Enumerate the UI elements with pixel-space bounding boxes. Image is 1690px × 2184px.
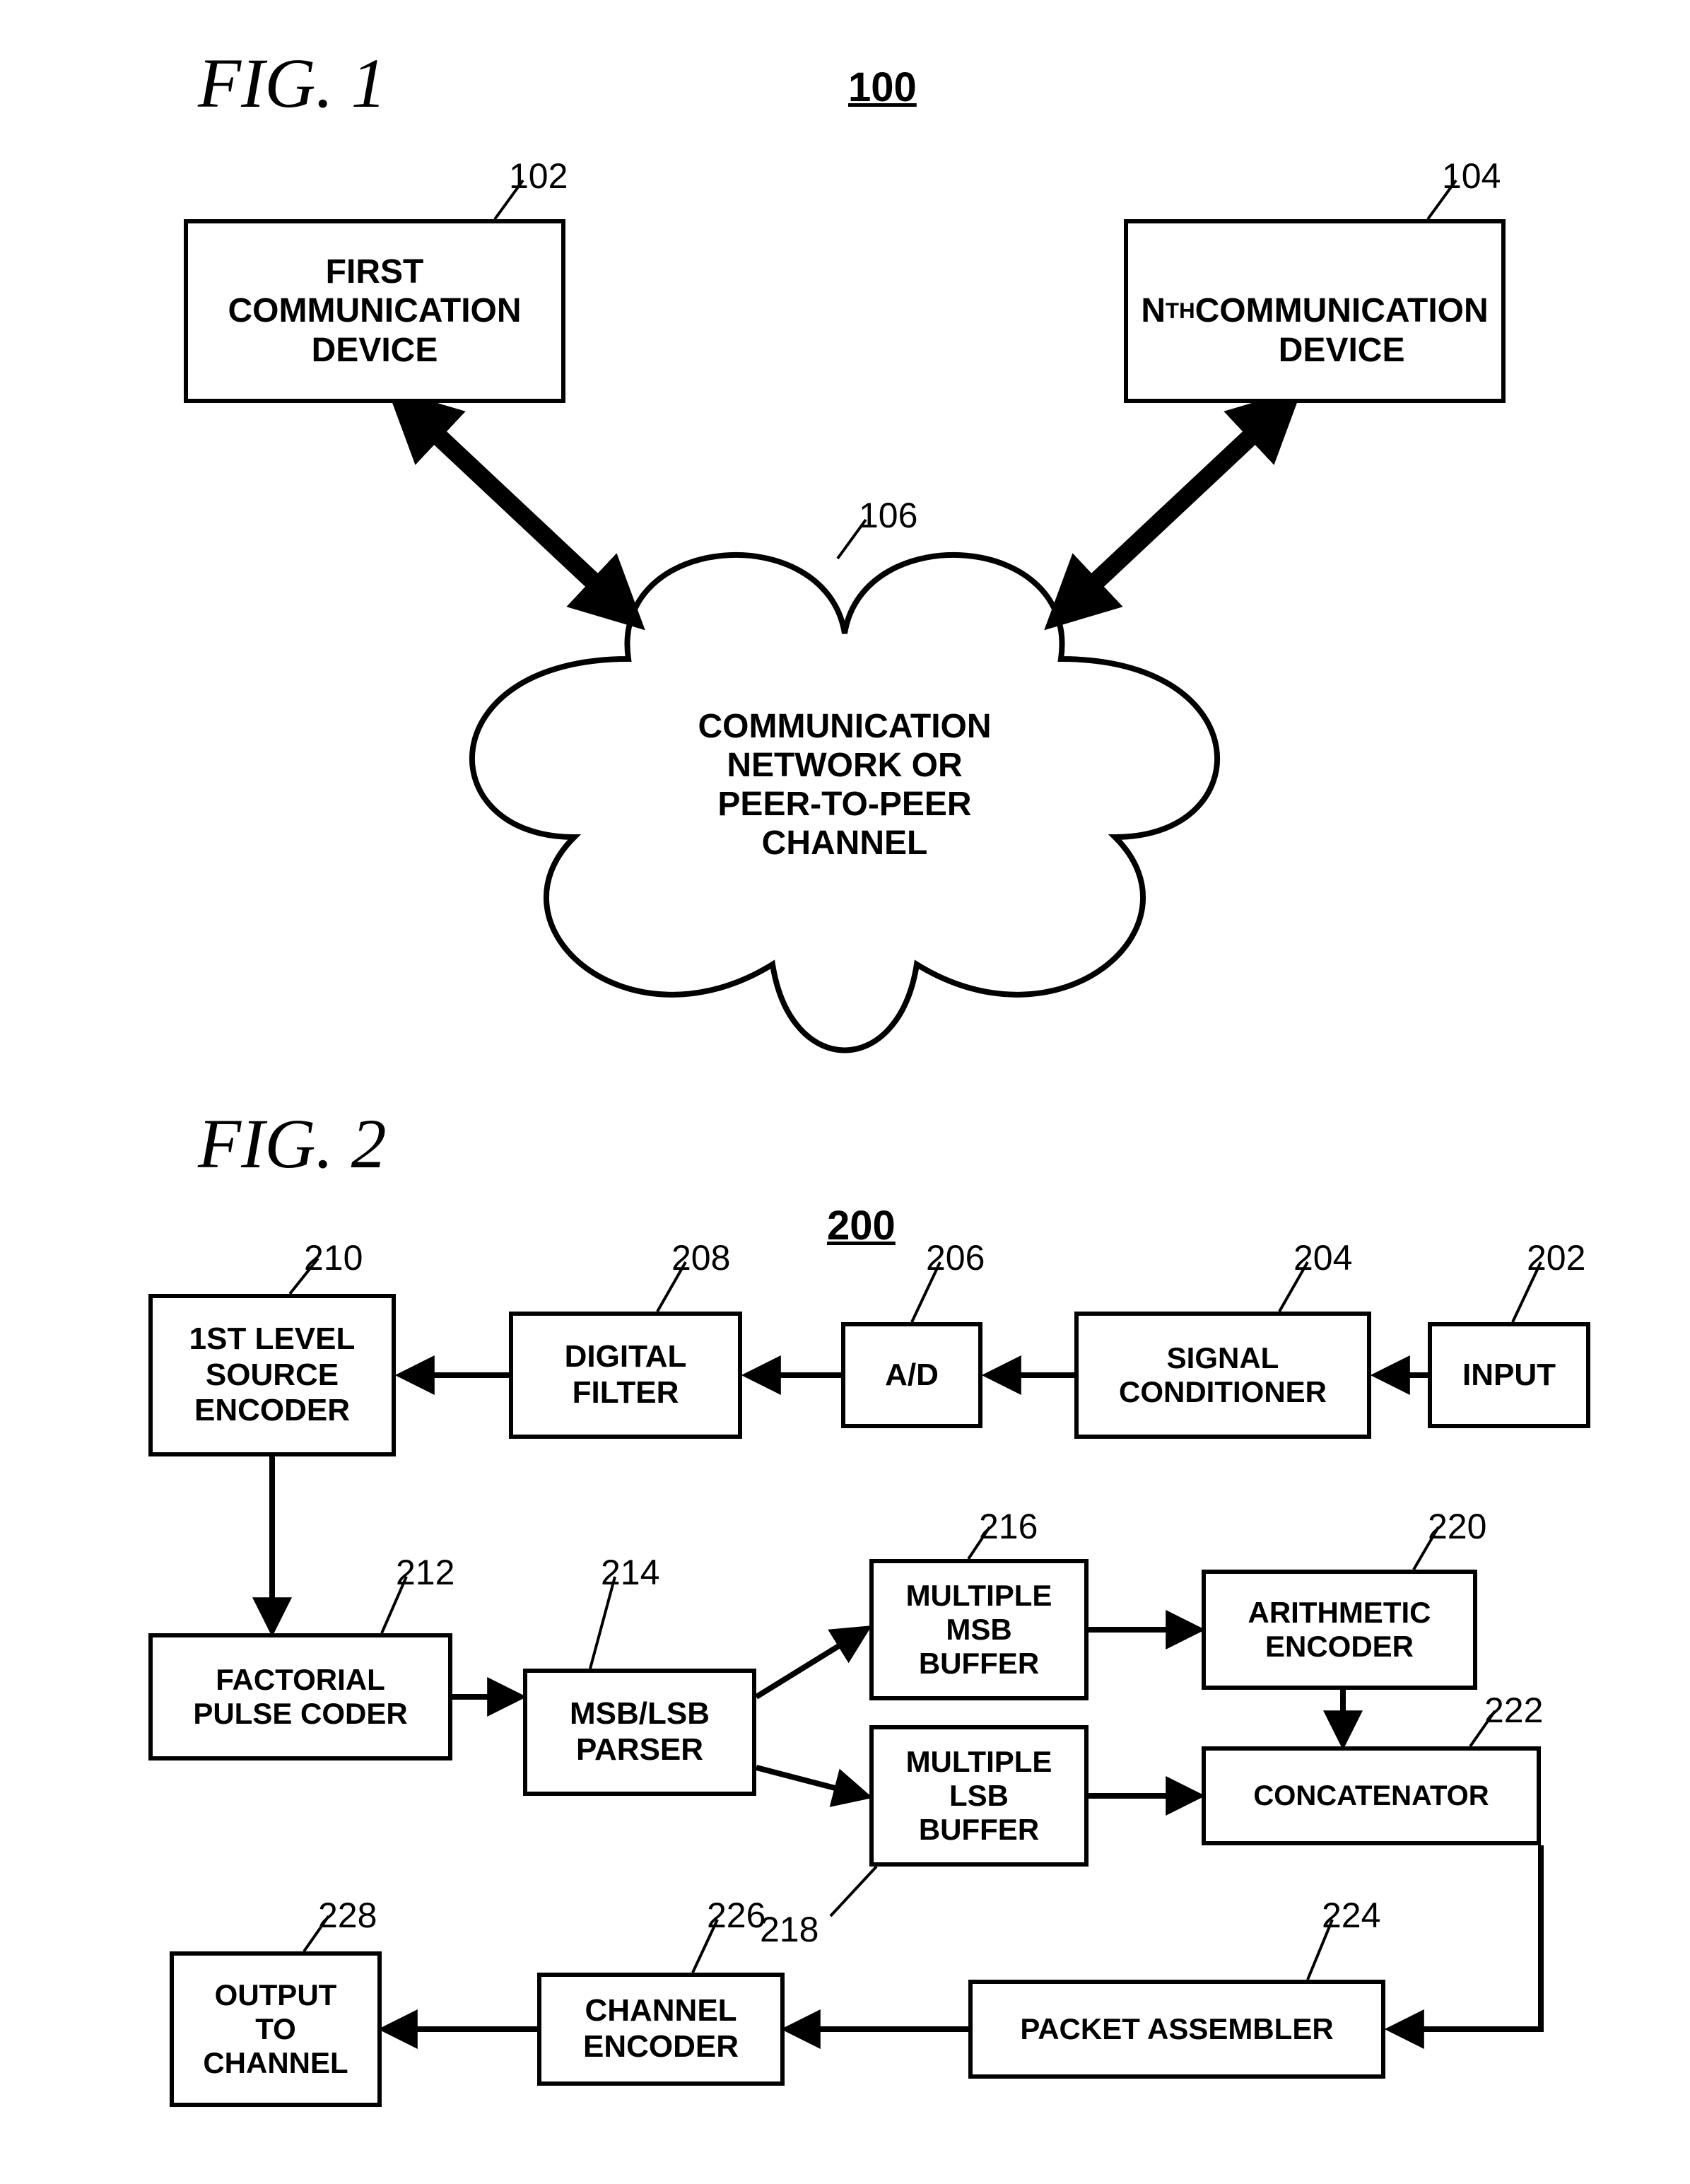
box-b204: SIGNALCONDITIONER — [1074, 1312, 1371, 1439]
label-b220: 220 — [1428, 1506, 1486, 1547]
box-b210: 1ST LEVELSOURCEENCODER — [148, 1294, 396, 1456]
fig1-ref: 100 — [848, 64, 917, 111]
box-b222: CONCATENATOR — [1202, 1746, 1541, 1845]
box-b206: A/D — [841, 1322, 982, 1428]
label-b204: 204 — [1293, 1237, 1352, 1278]
box-first-comm-device: FIRSTCOMMUNICATIONDEVICE — [184, 219, 565, 403]
box-b214: MSB/LSBPARSER — [523, 1669, 756, 1796]
label-b212: 212 — [396, 1552, 454, 1593]
label-b206: 206 — [926, 1237, 985, 1278]
fig2-ref: 200 — [827, 1202, 896, 1249]
box-b218: MULTIPLELSBBUFFER — [869, 1725, 1088, 1867]
label-106: 106 — [859, 495, 917, 536]
box-b228: OUTPUTTOCHANNEL — [170, 1951, 382, 2107]
label-b216: 216 — [979, 1506, 1038, 1547]
page: FIG. 1 100 FIRSTCOMMUNICATIONDEVICE 102 … — [0, 0, 1690, 2184]
label-b222: 222 — [1484, 1690, 1543, 1731]
box-b226: CHANNELENCODER — [537, 1973, 785, 2086]
label-b228: 228 — [318, 1895, 377, 1936]
label-b208: 208 — [671, 1237, 730, 1278]
label-b218: 218 — [760, 1909, 818, 1950]
box-b208: DIGITALFILTER — [509, 1312, 742, 1439]
box-b216: MULTIPLEMSBBUFFER — [869, 1559, 1088, 1700]
fig1-title: FIG. 1 — [198, 42, 387, 124]
box-b224: PACKET ASSEMBLER — [968, 1980, 1385, 2079]
label-102: 102 — [509, 156, 568, 197]
cloud-text: COMMUNICATIONNETWORK ORPEER-TO-PEERCHANN… — [661, 707, 1028, 863]
label-b210: 210 — [304, 1237, 363, 1278]
fig2-title: FIG. 2 — [198, 1103, 387, 1184]
box-nth-comm-device: NTHCOMMUNICATIONDEVICE — [1124, 219, 1506, 403]
label-b224: 224 — [1322, 1895, 1380, 1936]
label-b226: 226 — [707, 1895, 765, 1936]
label-b214: 214 — [601, 1552, 659, 1593]
label-b202: 202 — [1527, 1237, 1585, 1278]
box-b202: INPUT — [1428, 1322, 1590, 1428]
label-104: 104 — [1442, 156, 1501, 197]
box-b220: ARITHMETICENCODER — [1202, 1570, 1477, 1690]
box-b212: FACTORIALPULSE CODER — [148, 1633, 452, 1760]
